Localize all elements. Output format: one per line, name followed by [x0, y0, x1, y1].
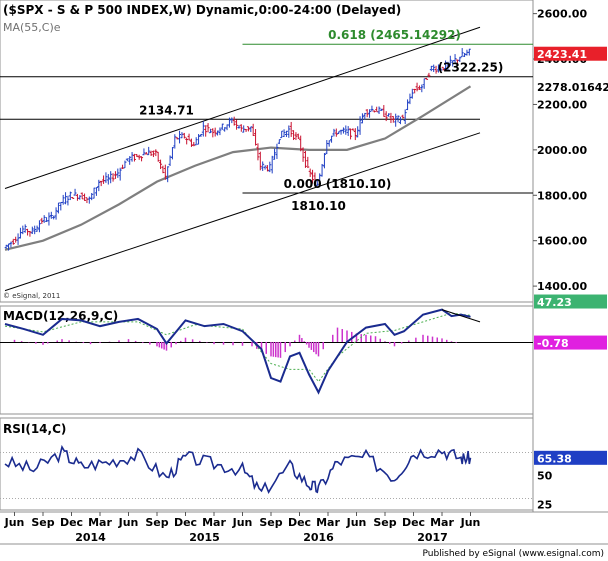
chart-title: ($SPX - S & P 500 INDEX,W) Dynamic,0:00-… — [3, 3, 401, 17]
rsi-value-tag: 65.38 — [537, 452, 572, 465]
price-annotation: 1810.10 — [291, 199, 346, 213]
macd-title: MACD(12,26,9,C) — [3, 309, 118, 323]
x-tick-label: Mar — [316, 516, 340, 529]
x-tick-label: Dec — [288, 516, 311, 529]
x-tick-label: Dec — [174, 516, 197, 529]
macd-signal-line — [4, 312, 471, 383]
trend-channel-line — [4, 132, 481, 292]
rsi-y-tick-label: 25 — [537, 498, 552, 511]
histogram-value-tag: -0.78 — [537, 337, 569, 350]
last-price-tag: 2423.41 — [537, 48, 587, 61]
price-annotation: (2322.25) — [438, 61, 504, 75]
histogram-value-tag-bg — [534, 335, 607, 350]
price-bars — [4, 48, 471, 251]
x-year-label: 2014 — [75, 531, 106, 544]
x-tick-label: Dec — [402, 516, 425, 529]
rsi-title: RSI(14,C) — [3, 422, 66, 436]
price-y-tick-label: 1600.00 — [537, 235, 587, 248]
rsi-y-tick-label: 50 — [537, 470, 553, 483]
ma-55-line — [4, 85, 472, 251]
x-tick-label: Jun — [4, 516, 25, 529]
price-annotation: 0.618 (2465.14292) — [328, 28, 461, 42]
price-annotation: 2134.71 — [139, 103, 194, 117]
x-tick-label: Sep — [373, 516, 396, 529]
x-tick-label: Mar — [202, 516, 226, 529]
price-y-tick-label: 2600.00 — [537, 8, 587, 21]
x-year-label: 2015 — [189, 531, 220, 544]
ma-indicator-label: MA(55,C)e — [3, 21, 61, 34]
x-tick-label: Jun — [346, 516, 367, 529]
ma-value-tag-bg — [534, 79, 607, 94]
rsi-line — [4, 444, 472, 494]
ma-value-tag: 2278.01642 — [537, 81, 608, 94]
last-price-tag-bg — [534, 46, 607, 61]
macd-value-tag-bg — [534, 294, 607, 309]
trend-channel-line — [4, 26, 481, 189]
x-tick-label: Mar — [88, 516, 112, 529]
x-tick-label: Sep — [259, 516, 282, 529]
x-tick-label: Dec — [60, 516, 83, 529]
x-tick-label: Mar — [430, 516, 454, 529]
copyright-label: © eSignal, 2011 — [3, 292, 60, 300]
macd-line — [4, 308, 471, 395]
x-tick-label: Jun — [118, 516, 139, 529]
price-y-tick-label: 2200.00 — [537, 98, 587, 111]
macd-trend-line — [441, 309, 481, 323]
x-tick-label: Jun — [460, 516, 481, 529]
published-footer: Published by eSignal (www.esignal.com) — [422, 549, 604, 559]
price-y-tick-label: 1400.00 — [537, 280, 587, 293]
x-tick-label: Sep — [31, 516, 54, 529]
macd-value-tag: 47.23 — [537, 296, 572, 309]
x-year-label: 2016 — [303, 531, 334, 544]
x-tick-label: Jun — [232, 516, 253, 529]
x-tick-label: Sep — [145, 516, 168, 529]
price-annotation: 0.000 (1810.10) — [284, 177, 392, 191]
rsi-value-tag-bg — [534, 450, 607, 465]
x-year-label: 2017 — [417, 531, 448, 544]
price-y-tick-label: 1800.00 — [537, 189, 587, 202]
price-y-tick-label: 2000.00 — [537, 144, 587, 157]
